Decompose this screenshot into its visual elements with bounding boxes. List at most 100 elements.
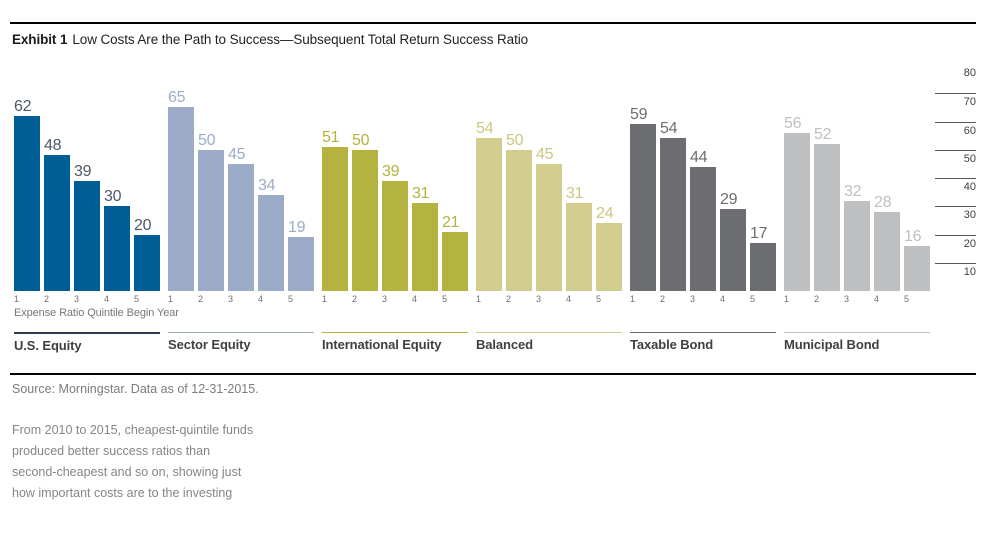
quintile-tick-row: 1 2 3 4 5	[476, 294, 622, 305]
bar-slot: 39	[382, 163, 408, 291]
bar-row: 59 54 44 29 17	[630, 59, 776, 291]
bar-slot: 45	[536, 146, 562, 291]
category-group: 62 48 39 30 20 1 2 3 4 5 Expense Ratio Quintile Be…	[14, 59, 179, 353]
footer-rule	[10, 373, 976, 375]
quintile-tick: 4	[258, 294, 264, 304]
bar-value-label: 28	[874, 193, 892, 211]
bar-slot: 50	[506, 132, 532, 291]
bar-slot: 24	[596, 205, 622, 291]
bar-value-label: 54	[660, 120, 678, 138]
bar-slot: 59	[630, 106, 656, 291]
quintile-tick-row: 1 2 3 4 5	[630, 294, 776, 305]
bar-slot: 56	[784, 115, 810, 291]
quintile-tick: 2	[660, 294, 666, 304]
bar	[288, 237, 314, 291]
bar-value-label: 39	[74, 162, 92, 180]
y-tick: 30	[935, 206, 976, 221]
y-tick-label: 10	[963, 265, 976, 278]
quintile-tick: 3	[74, 294, 80, 304]
bar	[44, 155, 70, 291]
x-axis-label	[476, 306, 622, 321]
exhibit-figure: Exhibit 1 Low Costs Are the Path to Succe…	[0, 22, 986, 534]
quintile-tick: 5	[596, 294, 602, 304]
bar	[352, 149, 378, 291]
bar-slot: 19	[288, 219, 314, 291]
y-tick: 60	[935, 121, 976, 137]
bar-slot: 51	[322, 129, 348, 291]
group-label: Sector Equity	[168, 337, 251, 352]
category-group: 59 54 44 29 17 1 2 3 4 5 Taxable Bond	[630, 59, 776, 353]
quintile-tick: 2	[198, 294, 204, 304]
y-tick-line	[935, 121, 976, 123]
bar-slot: 44	[690, 149, 716, 291]
y-tick-label: 80	[963, 67, 976, 79]
bar	[874, 211, 900, 291]
bar	[784, 132, 810, 291]
bar	[104, 206, 130, 291]
bar-slot: 34	[258, 177, 284, 291]
y-tick-label: 70	[963, 96, 976, 109]
bar-value-label: 50	[352, 131, 370, 149]
y-tick: 10	[935, 262, 976, 278]
y-tick-label: 50	[963, 152, 976, 165]
quintile-tick: 5	[904, 294, 910, 304]
bar-value-label: 17	[750, 225, 768, 242]
quintile-tick: 4	[874, 294, 880, 304]
quintile-tick: 5	[442, 294, 448, 304]
group-label: Taxable Bond	[630, 337, 714, 352]
bar-value-label: 62	[14, 97, 32, 115]
group-label: Municipal Bond	[784, 337, 880, 352]
quintile-tick: 1	[630, 294, 636, 304]
bar-slot: 30	[104, 188, 130, 291]
bar	[322, 146, 348, 291]
bar-value-label: 51	[322, 128, 340, 146]
quintile-tick-row: 1 2 3 4 5	[784, 294, 930, 305]
bar-slot: 62	[14, 98, 40, 291]
bar	[904, 245, 930, 291]
group-label: International Equity	[322, 337, 442, 352]
exhibit-title-text: Low Costs Are the Path to Success—Subseq…	[72, 32, 529, 47]
quintile-tick: 5	[288, 294, 294, 304]
quintile-tick: 2	[44, 294, 50, 304]
bar-slot: 17	[750, 225, 776, 291]
group-underline	[14, 332, 160, 334]
commentary-note: From 2010 to 2015, cheapest-quintile fun…	[12, 420, 976, 504]
quintile-tick: 1	[476, 294, 482, 304]
bar-slot: 48	[44, 137, 70, 291]
y-tick-line	[935, 149, 976, 151]
bar	[198, 149, 224, 291]
bar-slot: 20	[134, 217, 160, 291]
bar	[596, 223, 622, 291]
category-group: 51 50 39 31 21 1 2 3 4 5 International Equity	[322, 59, 468, 353]
category-group: 56 52 32 28 16 1 2 3 4 5 Municipal Bond	[784, 59, 930, 353]
bar-value-label: 31	[566, 185, 584, 203]
y-tick-line	[935, 262, 976, 264]
quintile-tick: 2	[814, 294, 820, 304]
bar-slot: 50	[352, 132, 378, 291]
x-axis-label	[630, 306, 776, 321]
bar-value-label: 45	[228, 145, 246, 163]
bar-value-label: 65	[168, 89, 186, 107]
bar-value-label: 48	[44, 137, 62, 155]
y-tick-line	[935, 93, 976, 95]
quintile-tick: 4	[566, 294, 572, 304]
x-axis-label: Expense Ratio Quintile Begin Year	[14, 307, 179, 319]
bar	[750, 243, 776, 291]
commentary-line: how important costs are to the investing	[12, 486, 233, 500]
y-tick-label: 20	[963, 237, 976, 250]
commentary-line: produced better success ratios than	[12, 444, 211, 458]
quintile-tick: 5	[134, 294, 140, 304]
bar	[660, 138, 686, 291]
bar-slot: 52	[814, 126, 840, 291]
quintile-tick: 4	[720, 294, 726, 304]
bar-slot: 28	[874, 194, 900, 291]
group-underline	[168, 332, 314, 333]
bar-slot: 50	[198, 132, 224, 291]
y-tick: 50	[935, 149, 976, 165]
category-group: 54 50 45 31 24 1 2 3 4 5 Balanced	[476, 59, 622, 353]
y-tick-line	[935, 178, 976, 179]
y-tick: 40	[935, 178, 976, 193]
bar	[844, 200, 870, 291]
bar	[258, 194, 284, 291]
y-tick-label: 60	[963, 124, 976, 137]
